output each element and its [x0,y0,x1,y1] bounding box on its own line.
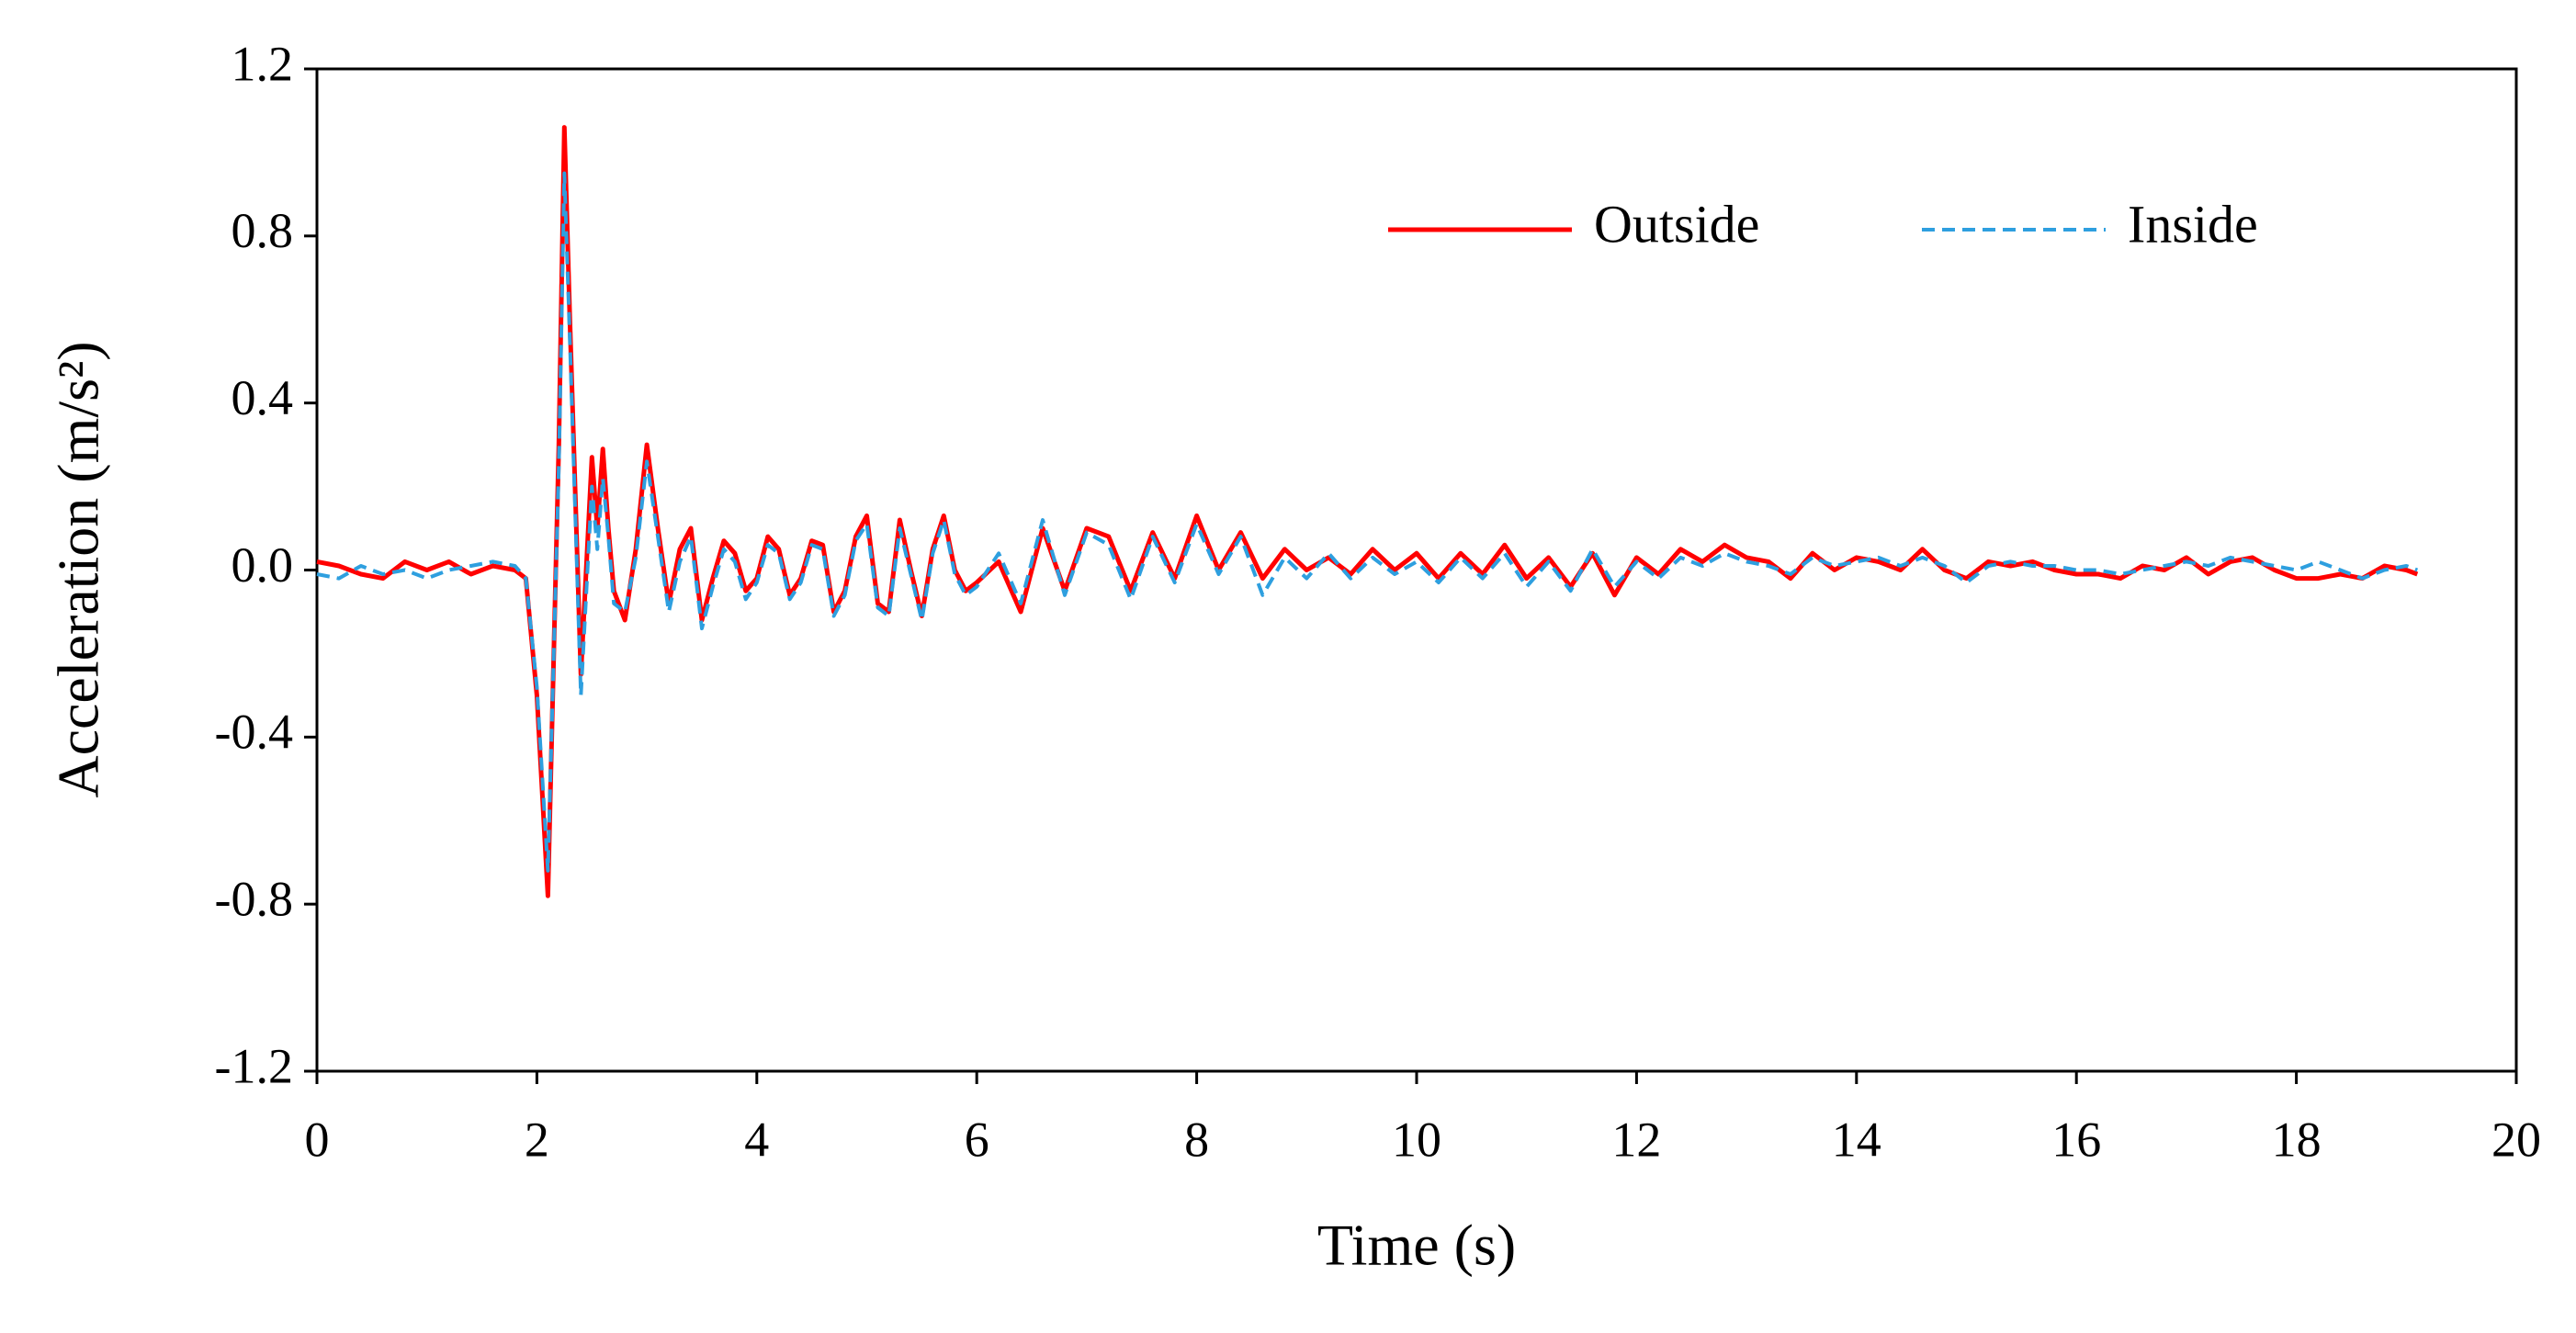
x-tick-label: 18 [2272,1112,2322,1167]
x-tick-label: 4 [744,1112,769,1167]
x-axis-title: Time (s) [1317,1213,1516,1278]
legend-label: Inside [2128,194,2258,254]
y-tick-label: -0.8 [215,872,293,927]
x-tick-label: 10 [1392,1112,1441,1167]
y-axis-title: Acceleration (m/s²) [46,341,111,797]
y-tick-label: 0.0 [232,537,294,593]
y-tick-label: -1.2 [215,1038,293,1093]
series-line [316,171,2419,873]
y-tick-label: 0.4 [232,370,294,425]
x-tick-label: 6 [965,1112,989,1167]
y-tick-label: -0.4 [215,705,293,760]
x-tick-label: 8 [1184,1112,1209,1167]
legend-label: Outside [1594,194,1759,254]
y-tick-label: 1.2 [232,36,294,91]
x-tick-label: 2 [525,1112,549,1167]
x-tick-label: 0 [305,1112,330,1167]
series-line [316,125,2419,898]
x-tick-label: 14 [1832,1112,1881,1167]
x-tick-label: 16 [2051,1112,2101,1167]
y-tick-label: 0.8 [232,203,294,258]
x-tick-label: 12 [1611,1112,1661,1167]
x-tick-label: 20 [2491,1112,2541,1167]
